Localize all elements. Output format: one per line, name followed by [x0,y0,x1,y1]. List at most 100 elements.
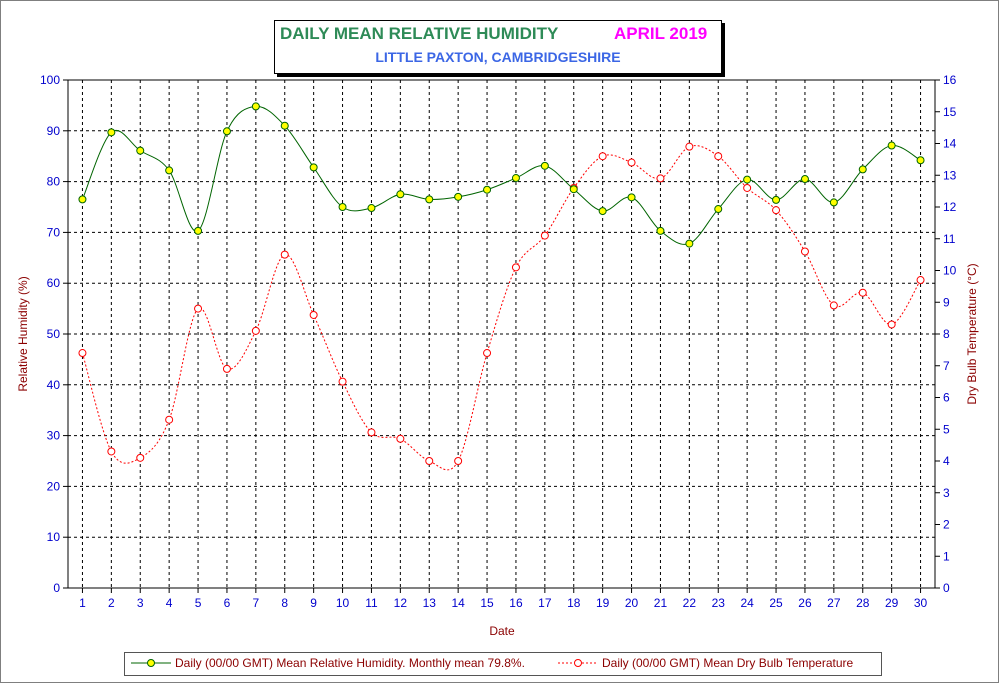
humidity-point [540,161,549,170]
temperature-point [338,377,347,386]
y-left-tick-label: 80 [47,175,61,189]
x-tick-label: 21 [654,596,668,610]
humidity-point [772,195,781,204]
temperature-point [887,320,896,329]
temperature-point [78,349,87,358]
x-axis-label: Date [489,624,515,638]
humidity-point [569,185,578,194]
y-left-tick-label: 100 [40,73,60,87]
x-tick-label: 8 [281,596,288,610]
temperature-point [772,206,781,215]
humidity-point [280,121,289,130]
humidity-point [165,166,174,175]
x-tick-label: 2 [108,596,115,610]
humidity-point [743,175,752,184]
y-left-tick-label: 60 [47,276,61,290]
humidity-point [685,239,694,248]
temperature-point [483,349,492,358]
humidity-point [425,195,434,204]
plot-area-border [67,79,936,589]
temperature-point [714,152,723,161]
temperature-point [309,310,318,319]
temperature-point [627,158,636,167]
x-tick-label: 24 [740,596,754,610]
temperature-point [916,276,925,285]
x-tick-label: 19 [596,596,610,610]
temperature-point [280,250,289,259]
humidity-line [81,105,921,245]
temperature-point [194,304,203,313]
y-left-tick-label: 50 [47,327,61,341]
humidity-point [829,198,838,207]
x-tick-label: 30 [914,596,928,610]
humidity-point [309,163,318,172]
legend-temperature-swatch [558,659,598,667]
title-box: DAILY MEAN RELATIVE HUMIDITY APRIL 2019 … [274,20,722,74]
humidity-point [396,190,405,199]
y-left-tick-label: 70 [47,225,61,239]
x-tick-label: 10 [336,596,350,610]
x-tick-label: 23 [712,596,726,610]
temperature-point [511,263,520,272]
chart-subtitle: LITTLE PAXTON, CAMBRIDGESHIRE [375,49,621,65]
y-right-tick-label: 13 [943,168,957,182]
x-tick-label: 22 [683,596,697,610]
legend-humidity-swatch [131,659,171,667]
humidity-point [136,146,145,155]
temperature-point [425,457,434,465]
temperature-point [136,453,145,462]
y-left-tick-label: 10 [47,530,61,544]
legend: Daily (00/00 GMT) Mean Relative Humidity… [124,652,882,676]
y-axis-right-label: Dry Bulb Temperature (°C) [965,263,979,404]
humidity-point [454,192,463,201]
x-tick-label: 9 [310,596,317,610]
humidity-point [858,165,867,174]
temperature-point [540,231,549,240]
x-tick-label: 5 [195,596,202,610]
x-tick-label: 28 [856,596,870,610]
y-left-tick-label: 20 [47,479,61,493]
y-right-tick-label: 10 [943,264,957,278]
temperature-point [251,326,260,335]
humidity-point [251,102,260,111]
x-tick-label: 27 [827,596,841,610]
y-left-tick-label: 90 [47,124,61,138]
temperature-line [81,145,921,471]
temperature-point [367,428,376,437]
x-tick-label: 7 [253,596,260,610]
x-tick-label: 29 [885,596,899,610]
temperature-point [396,434,405,443]
x-tick-label: 1 [79,596,86,610]
legend-temperature-label: Daily (00/00 GMT) Mean Dry Bulb Temperat… [602,656,854,670]
humidity-point [800,175,809,184]
humidity-point [627,193,636,202]
temperature-point [829,301,838,310]
y-right-tick-label: 8 [943,327,950,341]
legend-item-temperature: Daily (00/00 GMT) Mean Dry Bulb Temperat… [558,656,853,670]
x-tick-label: 12 [394,596,408,610]
y-left-tick-label: 0 [53,581,60,595]
humidity-point [887,141,896,150]
temperature-point [858,288,867,297]
x-tick-label: 26 [798,596,812,610]
axes [63,79,940,593]
temperature-point [165,415,174,424]
temperature-point [598,152,607,161]
x-tick-label: 15 [480,596,494,610]
series [78,102,925,471]
humidity-point [714,205,723,214]
y-right-tick-label: 4 [943,454,950,468]
temperature-point [222,364,231,373]
humidity-point [107,128,116,137]
y-right-tick-label: 3 [943,486,950,500]
humidity-point [598,207,607,216]
temperature-point [743,183,752,192]
humidity-point [194,226,203,235]
x-tick-label: 6 [224,596,231,610]
temperature-point [107,447,116,456]
x-tick-label: 25 [769,596,783,610]
y-right-tick-label: 11 [943,232,956,246]
humidity-point [656,226,665,235]
y-right-tick-label: 5 [943,422,950,436]
